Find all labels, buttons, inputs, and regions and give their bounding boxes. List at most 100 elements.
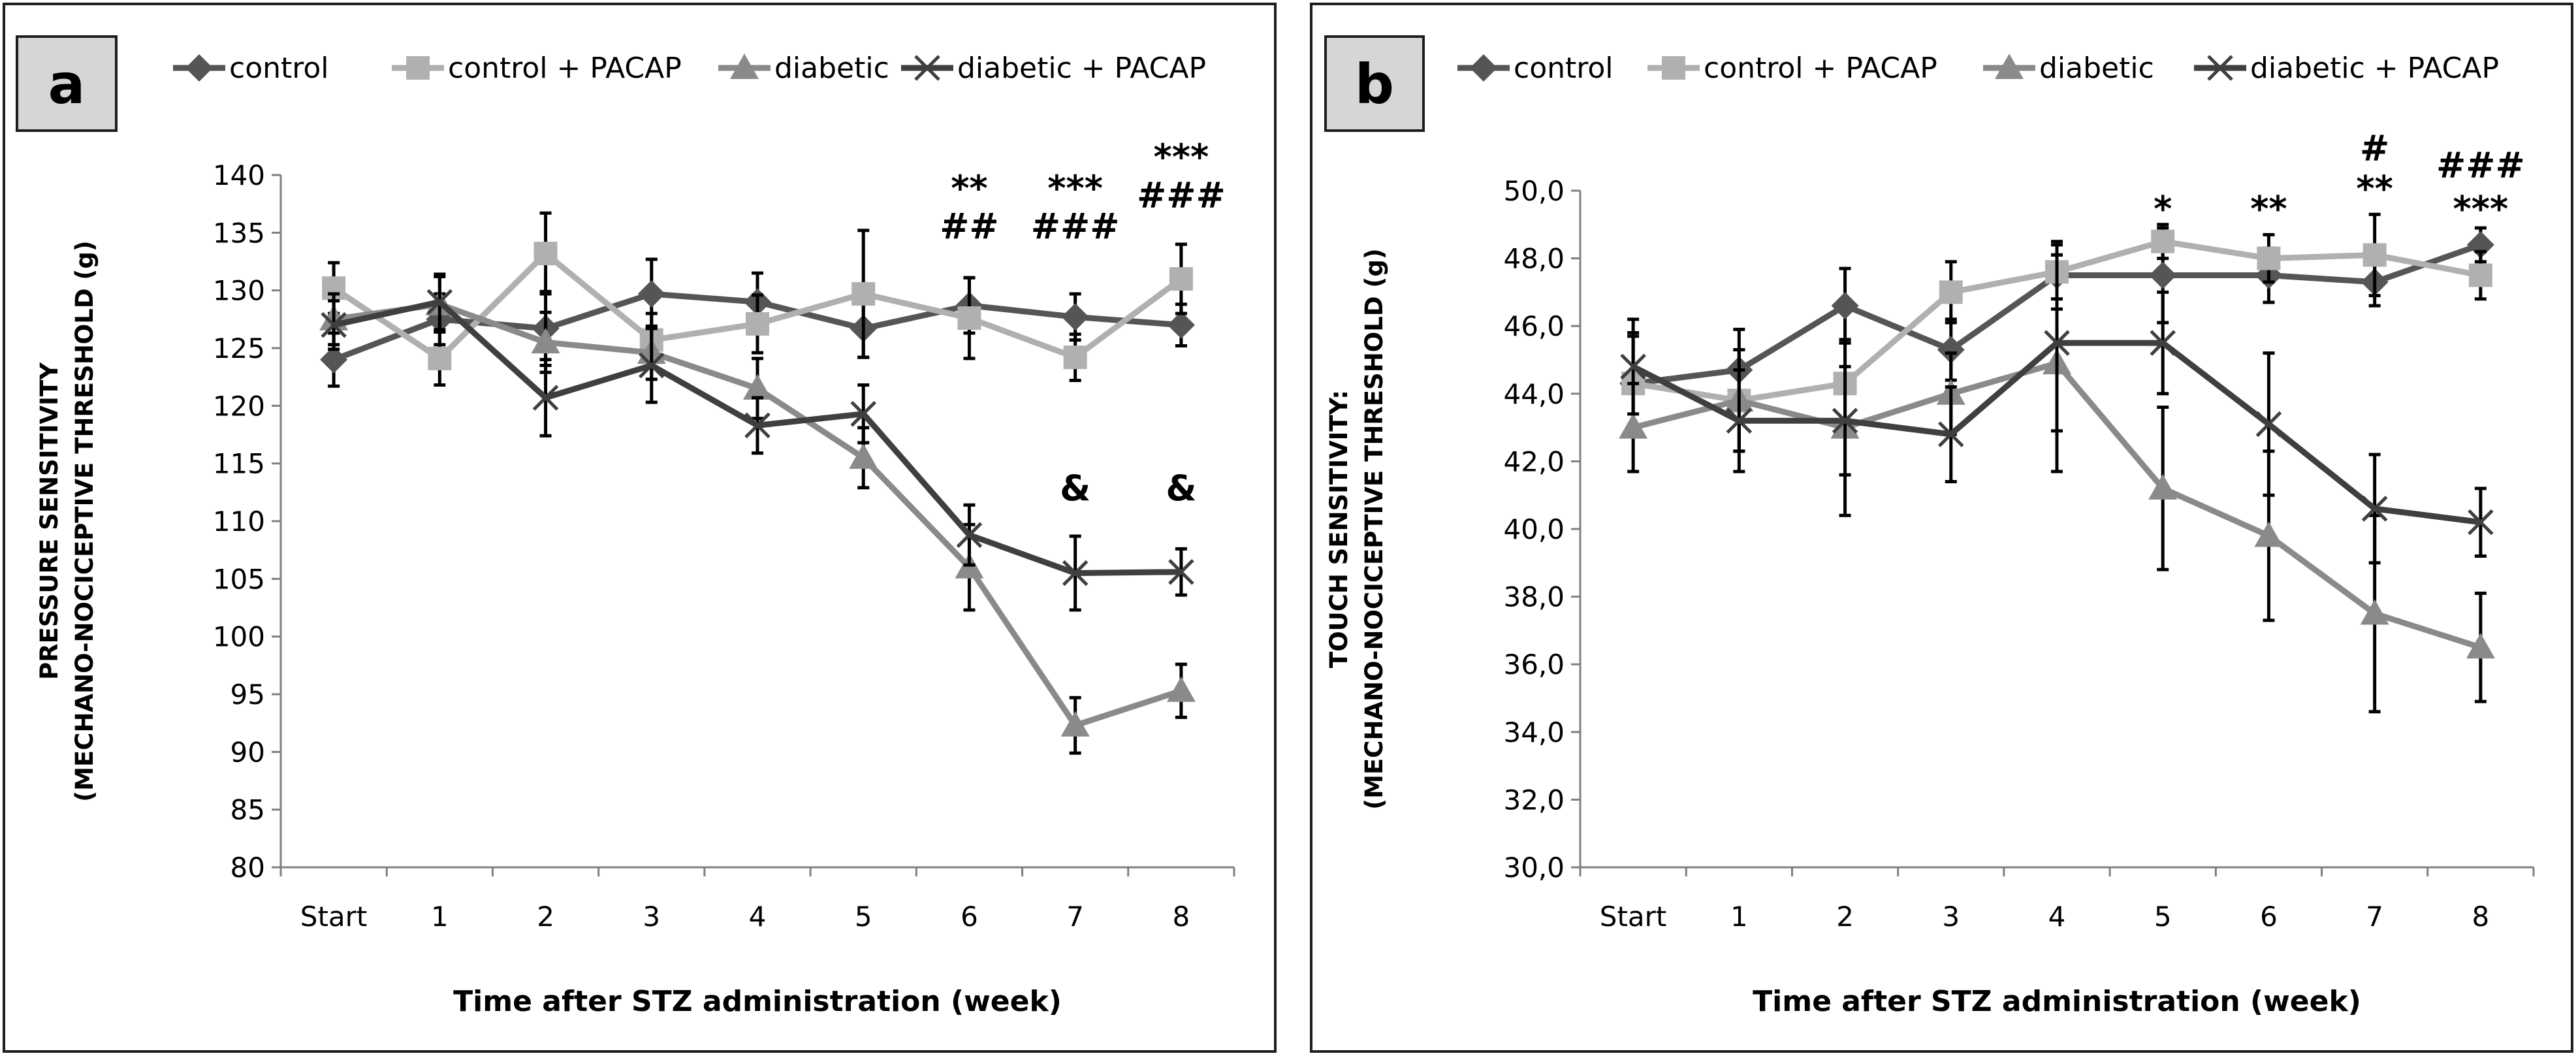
- legend-entry: diabetic + PACAP: [901, 52, 1206, 85]
- legend-label: diabetic: [774, 52, 889, 85]
- data-point: [639, 352, 665, 379]
- data-point: [1726, 408, 1753, 434]
- y-tick-label: 32,0: [1503, 784, 1565, 816]
- legend-entry: control: [173, 52, 329, 85]
- data-point: [1061, 303, 1089, 331]
- x-tick-label: 5: [855, 901, 872, 933]
- data-point: [2150, 330, 2176, 356]
- significance-annotation: ***: [1047, 168, 1103, 209]
- legend-marker: [1662, 56, 1685, 80]
- data-point: [2466, 633, 2495, 659]
- y-tick-label: 48,0: [1503, 243, 1565, 275]
- data-point: [2466, 231, 2494, 259]
- y-tick-label: 125: [213, 332, 265, 364]
- y-tick-label: 36,0: [1503, 649, 1565, 681]
- legend-label: control: [1514, 52, 1614, 85]
- data-point: [1062, 560, 1089, 586]
- legend-label: diabetic + PACAP: [2250, 52, 2499, 85]
- x-tick-label: 3: [643, 901, 660, 933]
- series-diabetic-pacap: [321, 272, 1194, 612]
- y-tick-label: 95: [231, 679, 265, 711]
- data-point: [850, 400, 876, 427]
- data-point: [744, 412, 771, 439]
- data-point: [1167, 311, 1195, 339]
- x-tick-label: 4: [2048, 901, 2066, 933]
- data-point: [851, 281, 876, 306]
- y-tick-label: 44,0: [1503, 378, 1565, 410]
- legend-entry: control: [1457, 52, 1614, 85]
- y-tick-label: 115: [213, 448, 265, 480]
- x-tick-label: Start: [300, 901, 368, 933]
- y-tick-label: 42,0: [1503, 445, 1565, 477]
- y-tick-label: 105: [213, 563, 265, 595]
- legend-label: control + PACAP: [448, 52, 682, 85]
- x-axis-title: Time after STZ administration (week): [453, 985, 1062, 1018]
- legend-marker: [914, 55, 940, 81]
- data-point: [1831, 292, 1859, 320]
- significance-annotation: **: [2356, 168, 2393, 210]
- x-tick-label: 2: [537, 901, 554, 933]
- significance-annotation: #: [2360, 127, 2389, 168]
- significance-annotation: ***: [1154, 136, 1209, 178]
- legend-marker: [2207, 55, 2233, 81]
- legend-entry: control + PACAP: [1647, 52, 1937, 85]
- significance-annotation: ###: [1031, 206, 1120, 247]
- panel-label-box: [16, 35, 118, 132]
- data-point: [2361, 496, 2388, 522]
- data-point: [746, 312, 769, 336]
- panel-label-box: [1324, 35, 1425, 132]
- y-tick-label: 50,0: [1503, 175, 1565, 207]
- data-point: [849, 443, 878, 469]
- y-tick-label: 85: [231, 794, 265, 826]
- significance-annotation: &: [1166, 468, 1196, 509]
- x-tick-label: Start: [1600, 901, 1667, 933]
- x-tick-label: 6: [961, 901, 978, 933]
- data-point: [426, 289, 453, 315]
- y-tick-label: 135: [213, 217, 265, 249]
- data-point: [743, 374, 772, 400]
- legend-marker: [730, 54, 759, 79]
- legend-label: control: [229, 52, 329, 85]
- x-tick-label: 1: [1730, 901, 1748, 933]
- legend-label: control + PACAP: [1704, 52, 1937, 85]
- y-tick-label: 46,0: [1503, 310, 1565, 342]
- x-tick-label: 4: [749, 901, 767, 933]
- significance-annotation: *: [2154, 189, 2172, 230]
- panel-b: b control control + PACAP diabetic diabetic …: [1310, 3, 2573, 1053]
- legend-marker: [185, 54, 213, 82]
- y-tick-label: 120: [213, 390, 265, 422]
- y-tick-label: 100: [213, 621, 265, 653]
- y-tick-label: 80: [231, 852, 265, 884]
- y-axis-title-line2: (MECHANO-NOCICEPTIVE THRESHOLD (g): [1360, 248, 1388, 809]
- x-tick-label: 8: [2472, 901, 2490, 933]
- y-axis-title-line1: TOUCH SENSITIVITY:: [1325, 390, 1353, 668]
- data-point: [532, 385, 559, 411]
- data-point: [957, 306, 981, 330]
- y-tick-label: 40,0: [1503, 513, 1565, 545]
- legend-entry: diabetic: [718, 52, 889, 85]
- significance-annotation: **: [951, 168, 987, 209]
- data-point: [1063, 345, 1087, 370]
- y-axis-title: TOUCH SENSITIVITY: (MECHANO-NOCICEPTIVE T…: [1325, 248, 1388, 809]
- data-point: [1832, 408, 1858, 434]
- x-tick-label: 5: [2154, 901, 2172, 933]
- significance-annotation: ###: [2436, 144, 2525, 185]
- significance-annotation: ###: [1137, 174, 1226, 216]
- x-tick-label: 1: [431, 901, 449, 933]
- data-point: [1937, 336, 1965, 364]
- data-point: [2468, 509, 2494, 536]
- legend-label: diabetic + PACAP: [957, 52, 1206, 85]
- panel-frame: [3, 3, 1277, 1053]
- data-point: [2254, 521, 2283, 547]
- y-tick-label: 110: [213, 505, 265, 537]
- data-point: [2148, 473, 2178, 500]
- x-axis-title: Time after STZ administration (week): [1753, 985, 2361, 1018]
- data-point: [2151, 229, 2175, 253]
- data-point: [533, 242, 558, 266]
- data-point: [1060, 711, 1090, 737]
- x-tick-label: 7: [1066, 901, 1084, 933]
- panel-a: a control control + PACAP diabetic diabetic …: [3, 3, 1277, 1053]
- x-tick-label: 7: [2366, 901, 2383, 933]
- significance-annotation: ##: [940, 206, 999, 247]
